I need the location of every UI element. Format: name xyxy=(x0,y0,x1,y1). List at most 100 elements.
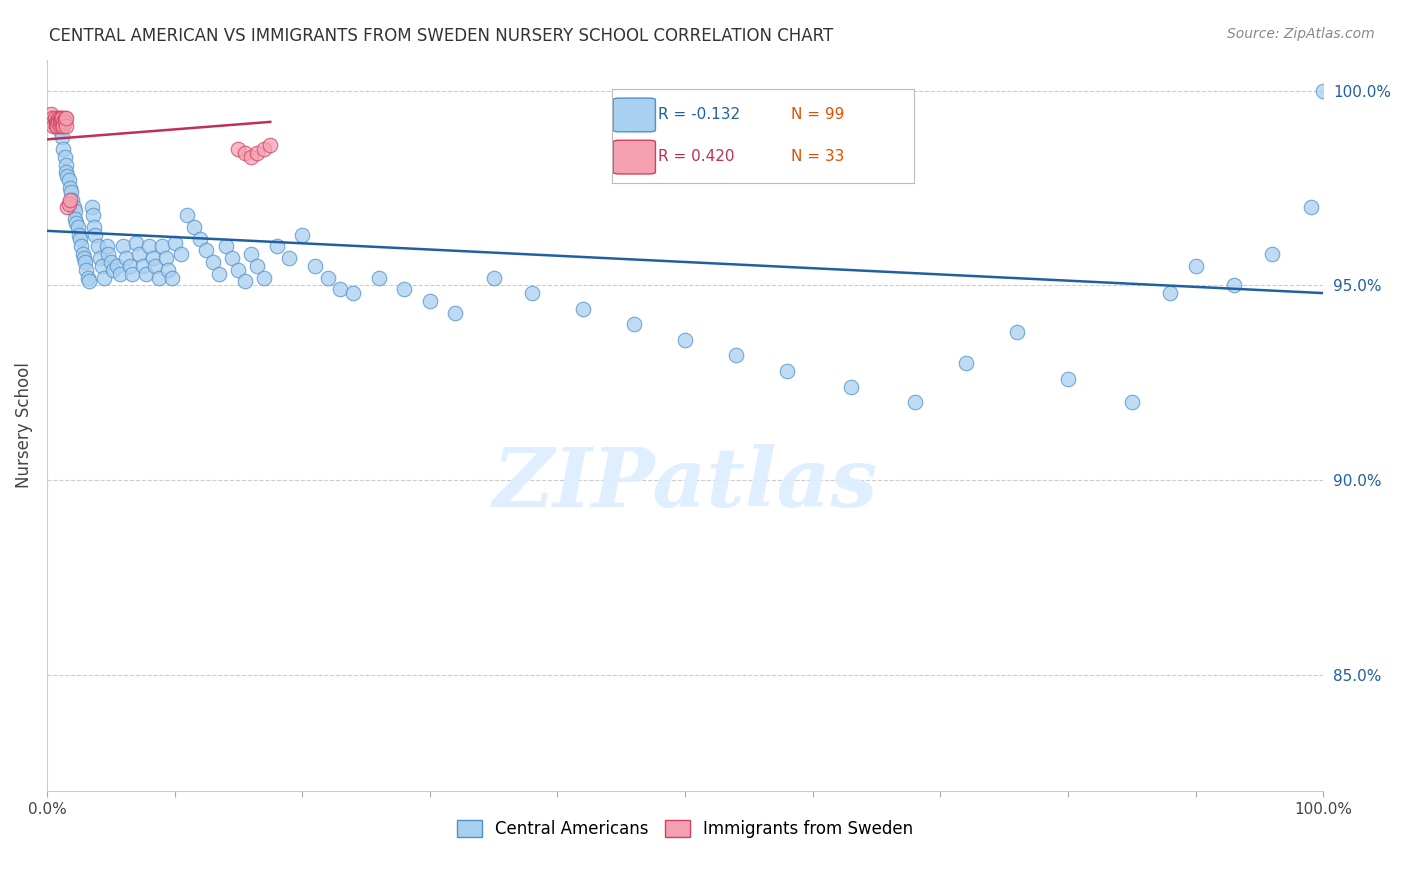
Point xyxy=(342,286,364,301)
FancyBboxPatch shape xyxy=(613,140,655,174)
Point xyxy=(201,255,224,269)
Point xyxy=(82,208,104,222)
Point xyxy=(48,115,70,129)
Point xyxy=(246,259,269,273)
Point xyxy=(100,255,122,269)
Point xyxy=(55,165,77,179)
Point xyxy=(367,270,389,285)
Text: ZIPatlas: ZIPatlas xyxy=(492,444,877,524)
Point xyxy=(170,247,193,261)
Point xyxy=(228,142,250,156)
Point xyxy=(214,239,236,253)
Point xyxy=(266,239,288,253)
Point xyxy=(121,267,143,281)
Point xyxy=(48,111,70,125)
Point xyxy=(1223,278,1246,293)
Point xyxy=(278,251,301,265)
Point xyxy=(58,196,80,211)
Point xyxy=(138,239,160,253)
Point xyxy=(63,212,86,227)
Point xyxy=(482,270,505,285)
Point xyxy=(1261,247,1284,261)
Text: N = 33: N = 33 xyxy=(792,149,845,164)
Point xyxy=(1159,286,1181,301)
Point xyxy=(125,235,148,250)
Point xyxy=(108,267,131,281)
Point xyxy=(304,259,326,273)
Point xyxy=(62,201,84,215)
Point xyxy=(75,262,97,277)
Point xyxy=(39,107,62,121)
Point xyxy=(128,247,150,261)
Point xyxy=(221,251,243,265)
Point xyxy=(520,286,543,301)
Point xyxy=(55,158,77,172)
Point xyxy=(46,119,69,133)
Point xyxy=(41,111,63,125)
Point xyxy=(145,259,167,273)
Point xyxy=(46,115,69,129)
Point xyxy=(76,270,98,285)
Point xyxy=(246,146,269,161)
Point xyxy=(112,239,135,253)
Point xyxy=(291,227,314,242)
Text: N = 99: N = 99 xyxy=(792,107,845,122)
Point xyxy=(59,193,82,207)
Point xyxy=(51,119,73,133)
Y-axis label: Nursery School: Nursery School xyxy=(15,362,32,489)
Point xyxy=(572,301,595,316)
Point xyxy=(148,270,170,285)
Point xyxy=(42,115,65,129)
Point xyxy=(44,111,66,125)
Text: R = -0.132: R = -0.132 xyxy=(658,107,741,122)
Point xyxy=(419,293,441,308)
Point xyxy=(776,364,799,378)
Point xyxy=(96,239,118,253)
Point xyxy=(176,208,198,222)
Point xyxy=(67,227,90,242)
Point xyxy=(73,251,96,265)
Point xyxy=(160,270,183,285)
Point xyxy=(52,115,75,129)
Point xyxy=(55,111,77,125)
Point xyxy=(253,270,276,285)
Point xyxy=(84,227,107,242)
Point xyxy=(253,142,276,156)
Point xyxy=(157,262,180,277)
Point xyxy=(52,142,75,156)
Point xyxy=(240,247,263,261)
Point xyxy=(48,119,70,133)
Point xyxy=(316,270,339,285)
Point xyxy=(63,204,86,219)
Point xyxy=(51,111,73,125)
Point xyxy=(103,262,125,277)
Point xyxy=(56,169,79,184)
Point xyxy=(45,115,67,129)
Point xyxy=(53,115,76,129)
Point xyxy=(163,235,186,250)
Point xyxy=(45,119,67,133)
Point xyxy=(1005,325,1028,339)
Point xyxy=(623,318,645,332)
Point xyxy=(155,251,177,265)
Point xyxy=(208,267,231,281)
Point xyxy=(53,150,76,164)
Point xyxy=(150,239,173,253)
Point xyxy=(195,244,218,258)
Point xyxy=(233,275,256,289)
Point xyxy=(75,255,97,269)
Point xyxy=(240,150,263,164)
Point xyxy=(60,185,83,199)
Point xyxy=(49,115,72,129)
Point xyxy=(48,115,70,129)
Point xyxy=(955,356,977,370)
Point xyxy=(52,119,75,133)
Point xyxy=(725,348,748,362)
Point xyxy=(80,201,103,215)
Point xyxy=(1299,201,1322,215)
Point xyxy=(77,275,100,289)
Point xyxy=(53,111,76,125)
Point xyxy=(66,219,89,234)
Point xyxy=(444,305,467,319)
Point xyxy=(69,232,91,246)
